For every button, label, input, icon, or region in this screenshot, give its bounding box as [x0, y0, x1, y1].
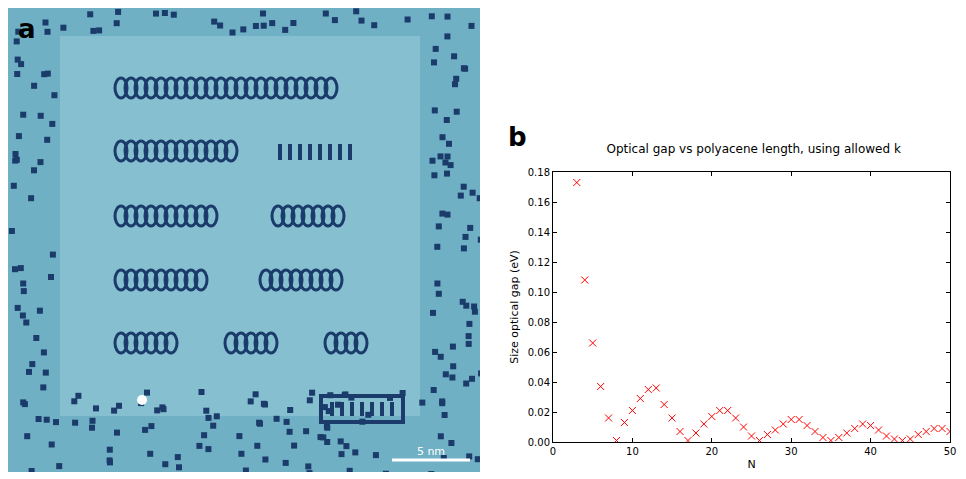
svg-text:30: 30: [785, 446, 798, 457]
svg-text:20: 20: [705, 446, 718, 457]
svg-text:Optical gap vs polyacene lengt: Optical gap vs polyacene length, using a…: [607, 142, 901, 156]
svg-text:0.14: 0.14: [528, 227, 550, 238]
html-text:b: b: [508, 122, 527, 152]
svg-text:0: 0: [550, 446, 556, 457]
svg-text:40: 40: [864, 446, 877, 457]
svg-text:10: 10: [626, 446, 639, 457]
svg-text:0.02: 0.02: [528, 407, 550, 418]
svg-text:0.04: 0.04: [528, 377, 550, 388]
svg-text:0.00: 0.00: [528, 437, 550, 448]
svg-text:Size optical gap (eV): Size optical gap (eV): [508, 250, 521, 364]
svg-text:0.08: 0.08: [528, 317, 550, 328]
html-text:a: a: [18, 14, 36, 44]
svg-text:0.12: 0.12: [528, 257, 550, 268]
svg-text:0.10: 0.10: [528, 287, 550, 298]
svg-text:0.18: 0.18: [528, 167, 550, 178]
svg-text:N: N: [747, 458, 755, 471]
svg-text:0.16: 0.16: [528, 197, 550, 208]
svg-text:50: 50: [944, 446, 957, 457]
svg-text:5 nm: 5 nm: [417, 445, 445, 458]
svg-text:0.06: 0.06: [528, 347, 550, 358]
